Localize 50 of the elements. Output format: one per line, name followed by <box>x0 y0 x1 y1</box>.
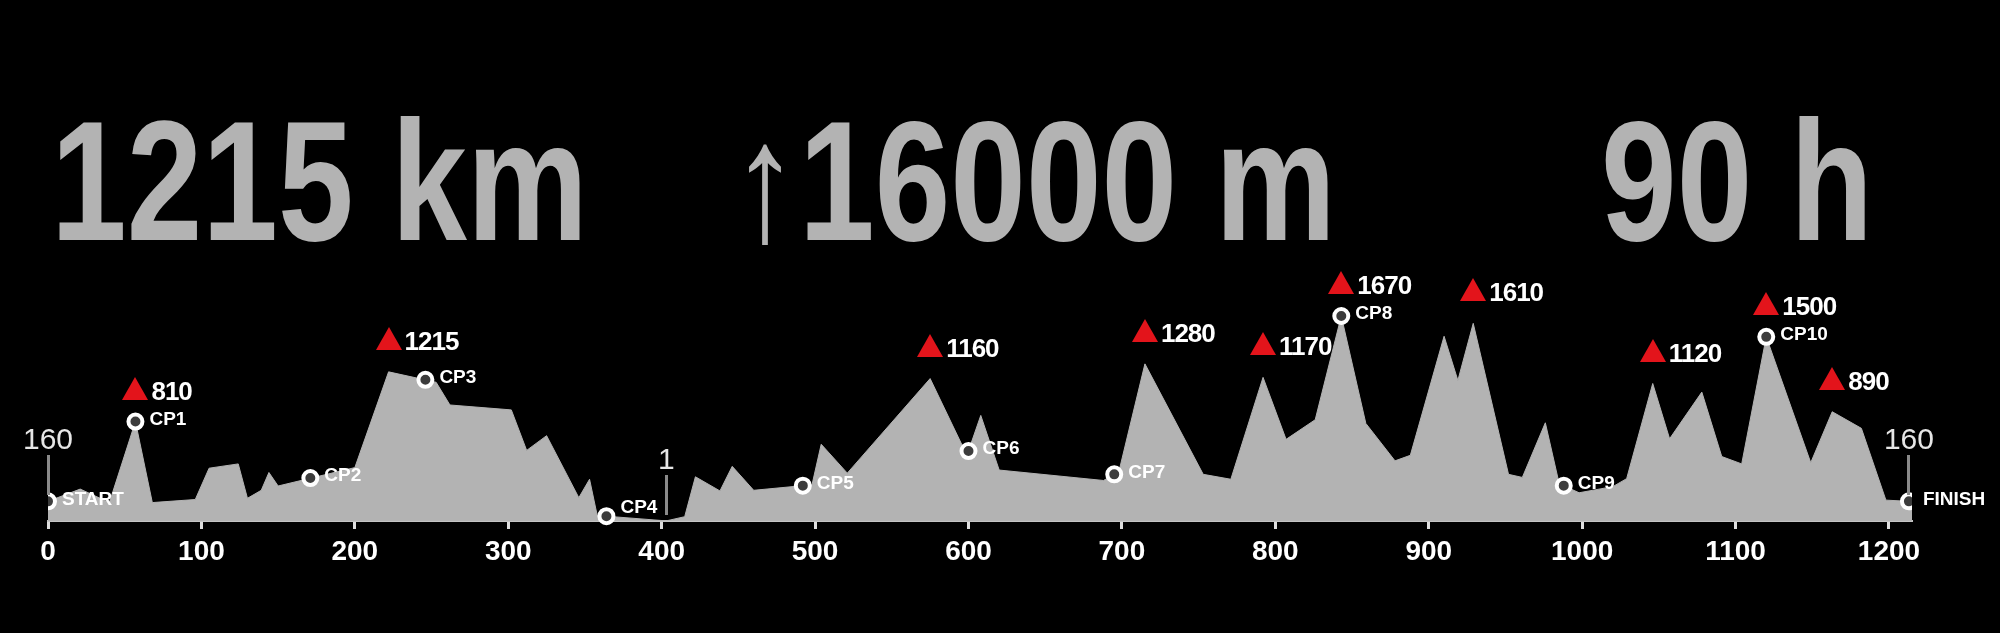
point <box>416 370 435 389</box>
text: 90 h <box>1601 86 1874 276</box>
data-label: 1170 <box>1279 331 1332 362</box>
data-label: 810 <box>151 375 193 406</box>
data-label: CP5 <box>816 471 855 493</box>
data-label: 1670 <box>1357 270 1412 300</box>
data-label: 1160 <box>946 332 1000 363</box>
data-label: 1280 <box>1160 317 1216 348</box>
data-label: CP3 <box>439 366 477 388</box>
x-tick-label: 1100 <box>1705 534 1766 566</box>
x-tick-label: 500 <box>791 534 839 566</box>
point <box>1757 327 1776 346</box>
x-tick-label: 0 <box>40 534 56 566</box>
text: 1215 km <box>51 86 588 276</box>
data-label: 1610 <box>1489 277 1544 308</box>
point <box>1332 307 1351 325</box>
data-label: START <box>62 487 125 509</box>
data-label: CP7 <box>1128 460 1166 482</box>
annotation: 1 <box>657 441 675 475</box>
x-tick-label: 800 <box>1251 534 1299 566</box>
point <box>301 469 320 488</box>
data-label: FINISH <box>1922 487 1986 509</box>
x-tick-label: 1200 <box>1857 534 1921 566</box>
data-label: CP2 <box>324 464 362 486</box>
data-label: 1215 <box>404 325 459 356</box>
x-tick-label: 700 <box>1098 534 1146 566</box>
point <box>959 442 978 461</box>
x-tick-label: 100 <box>178 534 225 566</box>
data-label: CP9 <box>1577 471 1615 493</box>
data-label: 1120 <box>1668 337 1722 368</box>
x-tick-label: 400 <box>638 534 686 566</box>
annotation: 160 <box>1883 422 1934 456</box>
data-label: CP10 <box>1780 323 1828 345</box>
point <box>793 476 812 495</box>
data-label: CP1 <box>149 407 187 429</box>
x-tick-label: 300 <box>484 534 532 566</box>
data-label: 1500 <box>1782 290 1837 321</box>
x-tick-label: 1000 <box>1551 534 1614 566</box>
data-label: CP4 <box>620 496 658 518</box>
point <box>1554 476 1573 495</box>
x-tick-label: 600 <box>945 534 992 566</box>
annotation: 160 <box>22 422 74 456</box>
data-label: CP8 <box>1355 302 1393 324</box>
text: ↑16000 m <box>731 86 1336 276</box>
point <box>597 507 616 526</box>
x-tick-label: 900 <box>1405 534 1453 566</box>
point <box>126 412 145 431</box>
point <box>1105 465 1124 484</box>
x-tick-label: 200 <box>331 534 379 566</box>
data-label: 890 <box>1848 365 1890 396</box>
